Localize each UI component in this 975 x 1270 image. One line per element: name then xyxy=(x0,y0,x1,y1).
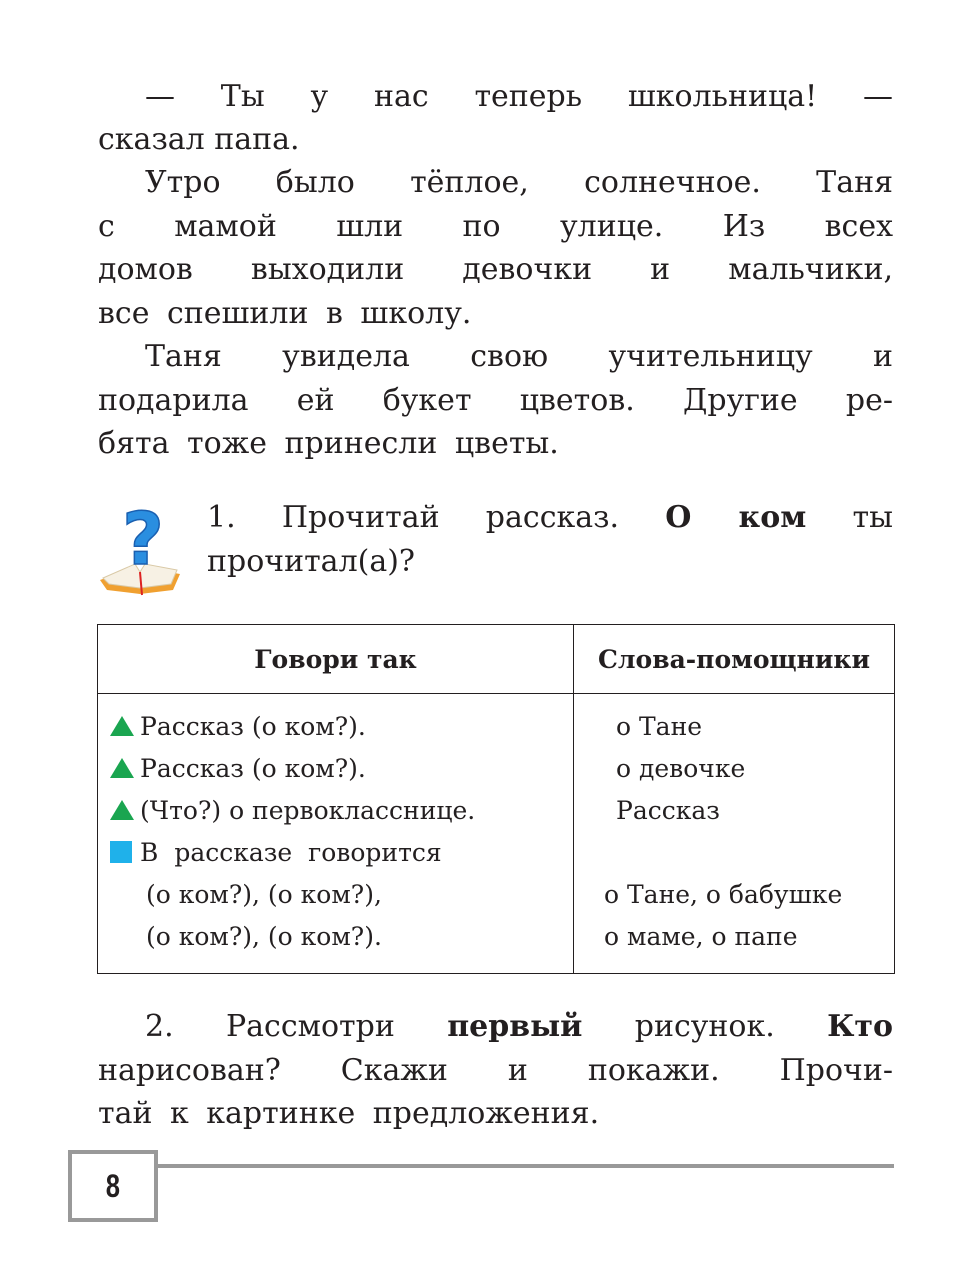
task-2-line: 2. Рассмотри первый рисунок. Кто xyxy=(145,1005,893,1049)
table-row: (Что?) о первокласснице. xyxy=(110,790,573,832)
question-book-icon: ? xyxy=(95,496,185,598)
helper-word: о маме, о папе xyxy=(604,922,798,951)
phrase: Рассказ (о ком?). xyxy=(140,712,366,741)
task-bold-text: первый xyxy=(447,1009,583,1044)
page-number: 8 xyxy=(105,1167,121,1204)
green-triangle-icon xyxy=(110,716,134,736)
story-line: с мамой шли по улице. Из всех xyxy=(98,209,893,244)
story-line: Таня увидела свою учительницу и xyxy=(145,339,893,374)
story-line: подарила ей букет цветов. Другие ре- xyxy=(98,383,893,418)
task-2-line: нарисован? Скажи и покажи. Прочи- xyxy=(98,1053,893,1088)
speech-table: Говори так Слова-помощники Рассказ (о ко… xyxy=(97,624,895,974)
story-line: Утро было тёплое, солнечное. Таня xyxy=(145,165,893,200)
story-line: бята тоже принесли цветы. xyxy=(98,426,559,461)
table-row: Рассказ (о ком?). xyxy=(110,706,573,748)
green-triangle-icon xyxy=(110,800,134,820)
task-bold-text: Кто xyxy=(827,1009,894,1044)
task-2-line: тай к картинке предложения. xyxy=(98,1096,600,1131)
story-line: сказал папа. xyxy=(98,122,300,157)
svg-text:?: ? xyxy=(122,498,164,581)
helper-word: о девочке xyxy=(616,754,746,783)
table-header: Слова-помощники xyxy=(573,624,895,694)
task-1-line: 1. Прочитай рассказ. О ком ты xyxy=(207,496,893,540)
story-line: все спешили в школу. xyxy=(98,296,472,331)
task-1-line: прочитал(а)? xyxy=(207,544,416,579)
helper-word: о Тане xyxy=(616,712,703,741)
helper-words-column: о Тане о девочке Рассказ о Тане, о бабуш… xyxy=(573,693,895,974)
task-text: рисунок. xyxy=(634,1009,775,1044)
story-line: домов выходили девочки и мальчики, xyxy=(98,252,893,287)
page-number-box: 8 xyxy=(68,1150,158,1222)
task-text: ты xyxy=(852,500,893,535)
helper-word xyxy=(574,832,894,874)
table-row: (о ком?), (о ком?), xyxy=(146,880,382,909)
table-row: (о ком?), (о ком?). xyxy=(146,922,382,951)
task-bold-text: О ком xyxy=(665,500,807,535)
phrase: (Что?) о первокласснице. xyxy=(140,796,476,825)
helper-word: Рассказ xyxy=(616,796,720,825)
phrase: В рассказе говорится xyxy=(140,838,442,867)
task-text: 2. Рассмотри xyxy=(145,1009,395,1044)
story-line: — Ты у нас теперь школьница! — xyxy=(145,79,893,114)
footer-rule xyxy=(156,1164,894,1168)
phrase: Рассказ (о ком?). xyxy=(140,754,366,783)
table-header: Говори так xyxy=(97,624,574,694)
table-row: Рассказ (о ком?). xyxy=(110,748,573,790)
blue-square-icon xyxy=(110,841,132,863)
table-row: В рассказе говорится xyxy=(110,832,573,874)
helper-word: о Тане, о бабушке xyxy=(604,880,843,909)
green-triangle-icon xyxy=(110,758,134,778)
task-text: 1. Прочитай рассказ. xyxy=(207,500,620,535)
say-it-column: Рассказ (о ком?). Рассказ (о ком?). (Что… xyxy=(97,693,574,974)
